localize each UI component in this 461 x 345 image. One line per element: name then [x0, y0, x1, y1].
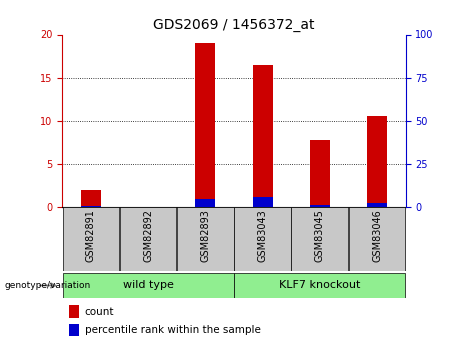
Text: wild type: wild type [123, 280, 173, 290]
Bar [234, 273, 405, 298]
Bar [195, 199, 215, 207]
Bar [81, 206, 101, 207]
Text: GSM82893: GSM82893 [201, 209, 210, 262]
Bar [63, 207, 119, 271]
Bar [367, 117, 387, 207]
Bar [310, 205, 330, 207]
Bar [291, 207, 348, 271]
Bar [253, 197, 272, 207]
Bar [63, 273, 234, 298]
Bar [177, 207, 234, 271]
Text: percentile rank within the sample: percentile rank within the sample [84, 325, 260, 335]
Bar [81, 190, 101, 207]
Text: GSM83046: GSM83046 [372, 209, 382, 262]
Text: GSM82892: GSM82892 [143, 209, 153, 262]
Text: genotype/variation: genotype/variation [5, 281, 91, 290]
Bar [310, 140, 330, 207]
Text: GSM83045: GSM83045 [315, 209, 325, 262]
Text: GSM82891: GSM82891 [86, 209, 96, 262]
Text: KLF7 knockout: KLF7 knockout [279, 280, 361, 290]
Bar [69, 306, 79, 318]
Bar [69, 324, 79, 336]
Bar [253, 65, 272, 207]
Bar [349, 207, 405, 271]
Bar [367, 203, 387, 207]
Text: count: count [84, 307, 114, 317]
Title: GDS2069 / 1456372_at: GDS2069 / 1456372_at [153, 18, 315, 32]
Bar [234, 207, 291, 271]
Bar [120, 207, 177, 271]
Text: GSM83043: GSM83043 [258, 209, 267, 262]
Bar [195, 43, 215, 207]
